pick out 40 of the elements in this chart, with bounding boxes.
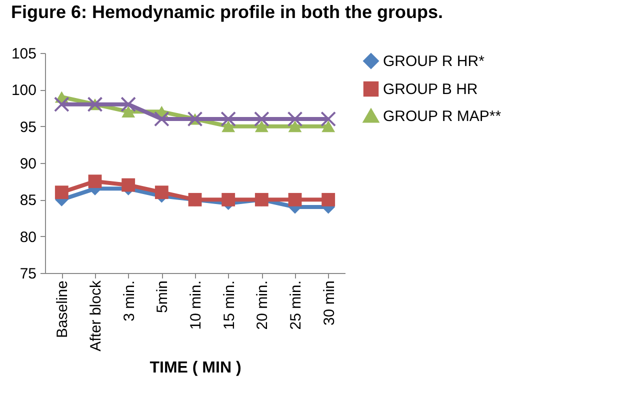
x-tick-label: Baseline bbox=[54, 280, 72, 338]
x-tick-label: 25 min. bbox=[288, 280, 304, 330]
point bbox=[54, 186, 68, 200]
point bbox=[322, 120, 336, 132]
point bbox=[220, 111, 236, 127]
point bbox=[154, 111, 170, 127]
point bbox=[54, 96, 70, 112]
y-tick-label: 80 bbox=[20, 228, 36, 246]
chart-title: Figure 6: Hemodynamic profile in both the groups. bbox=[10, 2, 444, 22]
y-tick-label: 95 bbox=[20, 118, 36, 136]
x-tick-label: 30 min bbox=[320, 280, 338, 326]
point bbox=[122, 178, 136, 192]
x-tick-label: After block bbox=[88, 280, 104, 352]
y-tick-label: 105 bbox=[11, 46, 36, 62]
y-tick-label: 90 bbox=[20, 156, 36, 172]
point bbox=[287, 111, 303, 127]
x-axis-title: TIME ( MIN ) bbox=[150, 359, 242, 376]
point bbox=[288, 120, 302, 132]
x-tick-label: 15 min. bbox=[220, 280, 238, 330]
point bbox=[322, 192, 336, 206]
point bbox=[222, 120, 236, 132]
x-tick-label: 3 min. bbox=[120, 280, 138, 322]
y-tick-label: 85 bbox=[20, 192, 36, 210]
legend-label: GROUP B HR bbox=[383, 81, 478, 98]
x-tick-label: 10 min. bbox=[188, 280, 204, 330]
point bbox=[88, 174, 102, 188]
legend-label: GROUP R MAP** bbox=[383, 108, 502, 125]
point bbox=[254, 120, 268, 132]
y-tick-label: 100 bbox=[11, 82, 36, 100]
point bbox=[222, 192, 236, 206]
x-tick-label: 20 min. bbox=[254, 280, 272, 330]
point bbox=[154, 186, 168, 200]
y-tick-label: 75 bbox=[20, 266, 36, 282]
x-tick-label: 5min bbox=[154, 280, 172, 314]
point bbox=[320, 111, 336, 127]
point bbox=[122, 106, 136, 118]
point bbox=[120, 96, 136, 112]
point bbox=[254, 111, 270, 127]
point bbox=[288, 192, 302, 206]
legend-label: GROUP R HR* bbox=[383, 53, 485, 70]
